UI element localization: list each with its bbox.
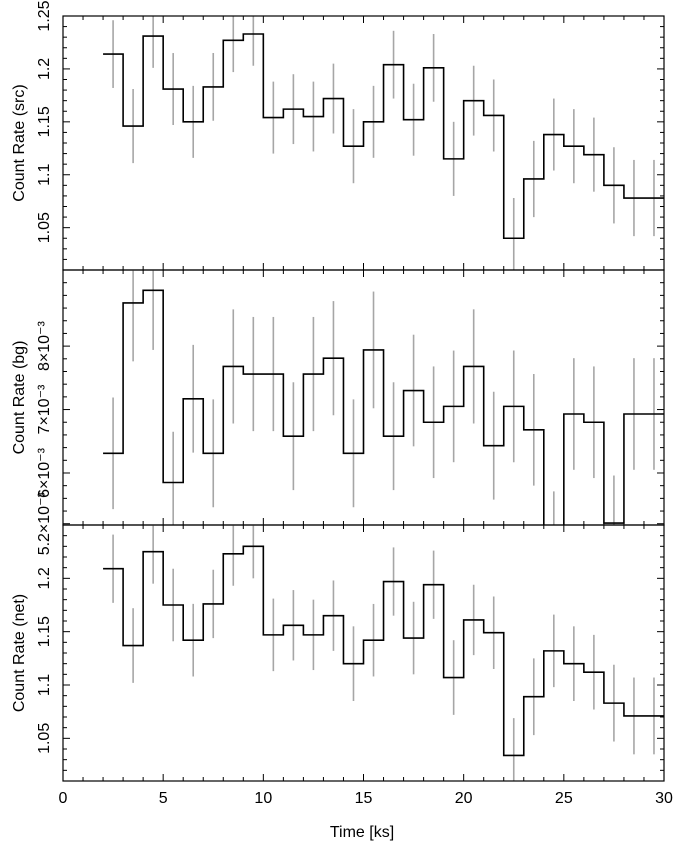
x-tick-label: 0 [59, 790, 68, 807]
panel-src: 1.05 1.1 1.15 1.2 1.25 Count Rate (src) [11, 0, 665, 271]
y-tick-label: 1.15 [36, 616, 53, 647]
data-area-bg [103, 270, 664, 525]
x-tick-label: 5 [159, 790, 168, 807]
x-tick-label: 25 [555, 790, 573, 807]
y-tick-label: 1.1 [36, 674, 53, 696]
x-tick-label: 10 [254, 790, 272, 807]
y-tick-label: 1.05 [36, 723, 53, 754]
y-axis-label-net: Count Rate (net) [11, 594, 28, 712]
y-tick-label: 1.2 [36, 567, 53, 589]
y-tick-label: 1.15 [36, 106, 53, 137]
x-tick-label: 30 [655, 790, 673, 807]
x-tick-label: 20 [455, 790, 473, 807]
y-axis-label-src: Count Rate (src) [11, 84, 28, 201]
panel-bg: 5.2×10⁻³6×10⁻³ 7×10⁻³ 8×10⁻³ Count Rate (bg… [11, 269, 665, 555]
y-tick-label: 8×10⁻³ [36, 321, 53, 371]
y-tick-label: 6×10⁻³ [36, 447, 53, 497]
y-tick-label: 1.05 [36, 212, 53, 243]
y-tick-label: 1.25 [36, 0, 53, 31]
y-tick-label: 7×10⁻³ [36, 384, 53, 434]
x-axis-label: Time [ks] [330, 824, 394, 841]
data-area-net [103, 525, 664, 781]
y-tick-label: 1.2 [36, 58, 53, 80]
y-axis-label-bg: Count Rate (bg) [11, 341, 28, 455]
step-line-net [103, 545, 664, 757]
step-line-src [103, 33, 664, 240]
y-tick-label: 5.2×10⁻³ [36, 491, 53, 555]
x-tick-label: 15 [355, 790, 373, 807]
panel-net: 1.05 1.1 1.15 1.2 Count Rate (net) 0 5 10 15 20 25… [11, 524, 673, 807]
data-area-src [103, 16, 664, 270]
y-tick-label: 1.1 [36, 164, 53, 186]
